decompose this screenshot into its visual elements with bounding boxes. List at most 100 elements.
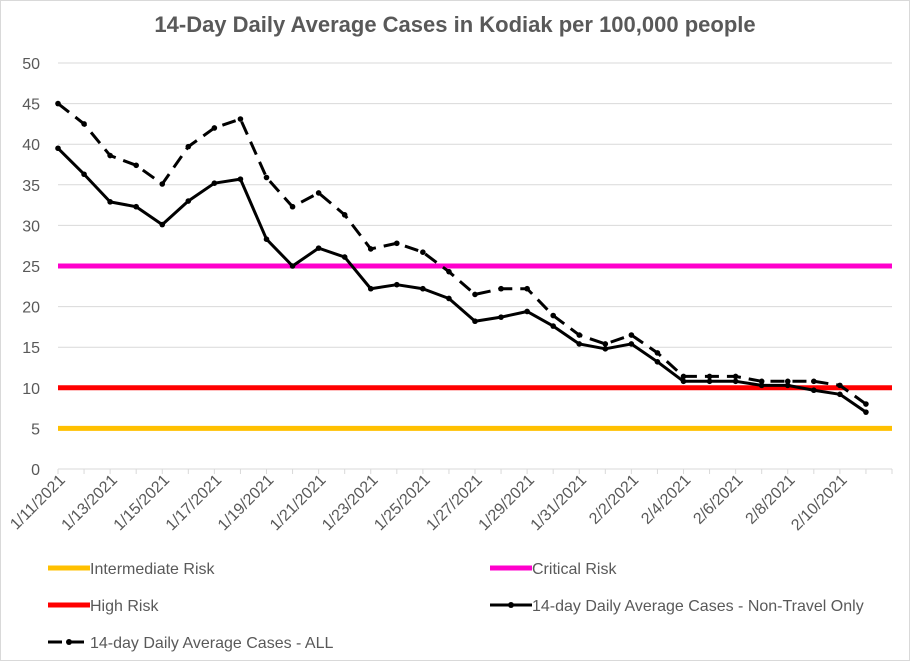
data-point	[211, 125, 218, 131]
data-point	[706, 378, 713, 385]
data-point	[576, 341, 583, 347]
series-layer	[55, 100, 869, 415]
data-point	[758, 378, 765, 385]
data-point	[367, 246, 374, 252]
data-point	[420, 285, 426, 292]
legend-marker	[508, 602, 514, 608]
legend-item: 14-day Daily Average Cases - ALL	[48, 635, 334, 652]
y-tick-label: 25	[22, 259, 40, 276]
data-point	[784, 382, 791, 389]
data-point	[237, 176, 244, 182]
data-point	[315, 190, 322, 196]
legend-label: 14-day Daily Average Cases - Non-Travel …	[532, 598, 864, 615]
legend-item: 14-day Daily Average Cases - Non-Travel …	[490, 598, 864, 615]
data-point	[133, 203, 139, 210]
x-tick-label: 1/19/2021	[215, 472, 277, 534]
data-point	[81, 171, 87, 178]
x-tick-label: 1/31/2021	[528, 472, 590, 534]
data-point	[811, 378, 817, 385]
x-tick-label: 1/13/2021	[59, 472, 121, 534]
x-tick-label: 2/4/2021	[638, 472, 694, 528]
data-point	[289, 203, 296, 210]
data-point	[263, 174, 270, 181]
y-tick-label: 20	[22, 300, 40, 317]
data-point	[576, 332, 583, 338]
x-tick-label: 1/23/2021	[319, 472, 381, 534]
data-point	[315, 245, 322, 251]
data-point	[628, 332, 635, 338]
grid-layer	[58, 62, 892, 429]
data-point	[159, 221, 166, 228]
data-point	[498, 314, 504, 320]
y-tick-label: 15	[22, 340, 40, 357]
x-tick-label: 1/27/2021	[423, 472, 485, 534]
data-point	[602, 341, 609, 347]
x-tick-label: 1/17/2021	[163, 472, 225, 534]
data-point	[341, 254, 348, 260]
data-point	[289, 263, 296, 269]
legend-item: Critical Risk	[490, 561, 617, 578]
data-point	[680, 373, 687, 380]
series-line	[57, 102, 867, 406]
data-point	[863, 409, 869, 415]
x-tick-label: 1/21/2021	[267, 472, 329, 534]
chart-title: 14-Day Daily Average Cases in Kodiak per…	[154, 12, 756, 37]
reference-lines	[58, 263, 892, 431]
data-point	[472, 291, 478, 298]
legend-item: Intermediate Risk	[48, 561, 215, 578]
data-point	[472, 318, 478, 325]
data-point	[863, 401, 869, 407]
data-point	[107, 199, 113, 205]
y-tick-label: 50	[22, 56, 40, 73]
data-point	[550, 323, 556, 329]
data-point	[784, 378, 791, 385]
data-point	[394, 281, 400, 288]
data-point	[107, 152, 113, 159]
y-tick-label: 5	[31, 421, 40, 438]
data-point	[185, 143, 192, 150]
series-line	[56, 147, 867, 414]
data-point	[732, 378, 739, 385]
x-tick-label: 1/15/2021	[111, 472, 173, 534]
data-point	[159, 181, 166, 187]
x-tick-label: 2/10/2021	[788, 472, 850, 534]
data-point	[837, 382, 843, 389]
y-tick-label: 45	[22, 97, 40, 114]
y-tick-label: 40	[22, 137, 40, 154]
y-tick-label: 0	[31, 462, 40, 479]
data-point	[55, 145, 61, 152]
data-point	[654, 359, 661, 365]
data-point	[602, 346, 609, 352]
x-tick-label: 2/2/2021	[586, 472, 642, 528]
data-point	[758, 382, 765, 389]
legend-label: Intermediate Risk	[90, 561, 215, 578]
data-point	[133, 162, 139, 169]
data-point	[837, 391, 843, 398]
x-tick-label: 2/6/2021	[690, 472, 746, 528]
data-point	[732, 373, 739, 380]
legend: Intermediate Risk Critical Risk High Risk 1…	[48, 561, 864, 652]
legend-item: High Risk	[48, 598, 159, 615]
data-point	[706, 373, 713, 380]
legend-label: 14-day Daily Average Cases - ALL	[90, 635, 334, 652]
data-point	[524, 308, 530, 315]
data-point	[81, 121, 87, 127]
data-point	[811, 387, 817, 394]
data-point	[263, 236, 270, 243]
data-point	[55, 100, 61, 107]
data-point	[628, 341, 635, 347]
data-point	[446, 268, 452, 275]
data-point	[211, 180, 218, 186]
data-point	[654, 350, 661, 356]
data-point	[498, 285, 504, 292]
y-tick-label: 35	[22, 178, 40, 195]
data-point	[680, 378, 687, 385]
y-tick-label: 30	[22, 218, 40, 235]
data-point	[524, 285, 530, 292]
data-point	[394, 240, 400, 247]
data-point	[420, 249, 426, 255]
data-point	[550, 312, 556, 319]
x-tick-label: 1/29/2021	[476, 472, 538, 534]
x-tick-label: 1/25/2021	[371, 472, 433, 534]
